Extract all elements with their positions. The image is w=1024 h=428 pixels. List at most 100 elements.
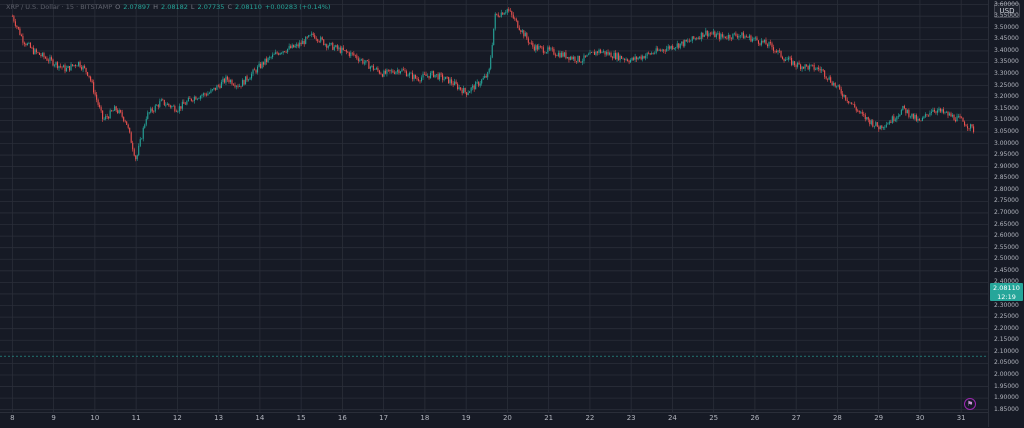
- candle-up: [970, 124, 972, 129]
- candlestick-chart[interactable]: [0, 0, 988, 412]
- candle-up: [220, 81, 223, 88]
- candle-down: [111, 110, 113, 112]
- candle-up: [521, 30, 523, 33]
- candle-down: [405, 71, 408, 77]
- candle-down: [339, 47, 341, 53]
- candle-down: [240, 86, 242, 87]
- candle-down: [852, 104, 854, 105]
- candle-up: [885, 124, 887, 128]
- candle-up: [911, 113, 913, 117]
- candle-down: [398, 70, 400, 74]
- time-axis[interactable]: [0, 412, 988, 428]
- candle-up: [488, 68, 490, 73]
- candle-up: [482, 78, 484, 80]
- candle-up: [291, 44, 293, 49]
- candle-down: [163, 99, 165, 106]
- candle-down: [317, 39, 319, 42]
- candle-up: [279, 52, 281, 55]
- flag-icon[interactable]: ⚑: [964, 398, 976, 410]
- candle-up: [882, 127, 884, 129]
- symbol-name[interactable]: XRP / U.S. Dollar · 15 · BITSTAMP: [6, 3, 113, 11]
- candle-down: [389, 69, 391, 72]
- candle-up: [956, 116, 958, 122]
- candle-down: [93, 82, 95, 93]
- chart-plot-area[interactable]: [0, 0, 988, 412]
- candle-down: [536, 45, 538, 50]
- candle-up: [139, 139, 141, 146]
- candle-up: [760, 40, 763, 45]
- candle-up: [250, 73, 253, 79]
- price-tick-label: 2.70000: [994, 208, 1019, 216]
- candle-down: [869, 119, 871, 125]
- candle-down: [657, 48, 659, 51]
- candle-up: [637, 57, 639, 60]
- price-tick-label: 2.95000: [994, 151, 1019, 159]
- candle-up: [897, 115, 899, 117]
- candle-down: [366, 60, 368, 62]
- candle-down: [276, 52, 278, 54]
- candle-up: [294, 45, 296, 48]
- candle-down: [90, 76, 92, 81]
- candle-down: [132, 142, 134, 150]
- price-tick-label: 3.60000: [994, 0, 1019, 8]
- candle-down: [812, 64, 814, 66]
- candle-down: [180, 106, 182, 109]
- candle-down: [266, 58, 268, 62]
- candle-up: [484, 75, 486, 79]
- candle-down: [724, 36, 726, 39]
- currency-button[interactable]: USD: [994, 3, 1020, 18]
- candle-down: [709, 33, 711, 35]
- candle-up: [65, 68, 68, 72]
- candle-up: [828, 77, 830, 80]
- candle-down: [46, 58, 48, 61]
- candle-down: [255, 70, 257, 73]
- candle-down: [612, 57, 614, 59]
- candle-down: [100, 107, 102, 111]
- candle-down: [959, 116, 961, 118]
- candle-up: [645, 55, 647, 59]
- candle-down: [556, 55, 558, 57]
- candle-down: [806, 64, 808, 66]
- candle-down: [64, 65, 66, 72]
- candle-up: [924, 114, 926, 117]
- candle-up: [55, 62, 57, 65]
- candle-up: [365, 60, 367, 63]
- candle-up: [144, 124, 146, 128]
- candle-down: [278, 53, 280, 55]
- candle-down: [530, 42, 532, 44]
- candle-up: [894, 119, 896, 121]
- candle-down: [649, 53, 651, 55]
- candle-up: [396, 70, 399, 72]
- candle-down: [950, 113, 952, 117]
- candle-up: [431, 71, 433, 73]
- candle-down: [926, 114, 928, 115]
- candle-down: [19, 28, 21, 35]
- candle-up: [142, 127, 144, 139]
- candle-down: [827, 78, 829, 80]
- candle-up: [690, 40, 692, 42]
- candle-up: [951, 115, 954, 117]
- candle-down: [890, 121, 892, 123]
- candle-up: [329, 43, 331, 46]
- candle-up: [763, 39, 766, 43]
- candle-up: [82, 66, 84, 70]
- candle-down: [293, 44, 295, 48]
- candle-up: [28, 42, 30, 44]
- candle-down: [321, 37, 323, 40]
- candle-down: [533, 46, 535, 51]
- candle-down: [905, 108, 907, 114]
- candle-down: [56, 62, 59, 69]
- candle-up: [222, 78, 224, 82]
- candle-down: [726, 38, 728, 39]
- candle-down: [759, 43, 761, 45]
- candle-up: [375, 68, 377, 70]
- candle-down: [392, 70, 394, 73]
- candle-down: [332, 42, 334, 50]
- candle-down: [25, 43, 27, 46]
- price-axis[interactable]: [988, 0, 1024, 427]
- candle-up: [160, 99, 162, 102]
- candle-down: [652, 53, 654, 54]
- candle-down: [47, 60, 50, 62]
- candle-up: [225, 76, 227, 83]
- candle-down: [234, 85, 236, 87]
